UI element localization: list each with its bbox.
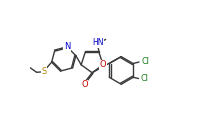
- Text: N: N: [64, 42, 70, 51]
- Text: O: O: [81, 80, 88, 90]
- Text: HN: HN: [92, 38, 103, 47]
- Text: S: S: [41, 67, 47, 76]
- Text: Cl: Cl: [141, 58, 149, 66]
- Text: O: O: [100, 60, 106, 69]
- Text: Cl: Cl: [141, 74, 149, 83]
